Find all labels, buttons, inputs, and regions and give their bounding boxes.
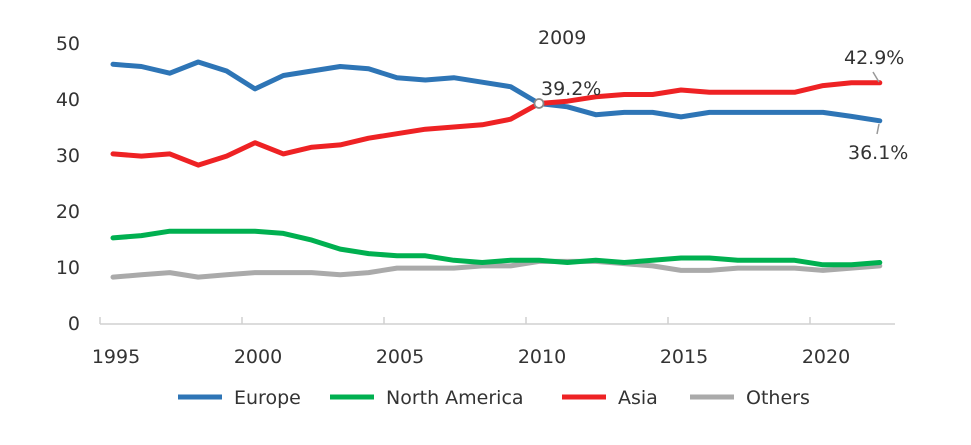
annotation-crossover-value: 39.2% bbox=[541, 78, 601, 100]
y-tick-label: 30 bbox=[56, 145, 80, 167]
series-line-others bbox=[110, 258, 883, 280]
x-tick-label: 1995 bbox=[92, 346, 140, 368]
leader-line-europe bbox=[876, 123, 880, 135]
leader-line-asia bbox=[872, 71, 880, 83]
series-line-north-america bbox=[110, 228, 883, 268]
x-tick-label: 2015 bbox=[660, 346, 708, 368]
legend-item-others: Others bbox=[690, 387, 810, 409]
x-tick-label: 2010 bbox=[518, 346, 566, 368]
legend-label: North America bbox=[386, 387, 524, 409]
legend-item-europe: Europe bbox=[178, 387, 301, 409]
series-line-europe bbox=[110, 59, 883, 124]
x-tick-label: 2005 bbox=[376, 346, 424, 368]
legend-label: Asia bbox=[618, 387, 658, 409]
legend-label: Europe bbox=[234, 387, 301, 409]
y-tick-label: 10 bbox=[56, 257, 80, 279]
x-tick-label: 2020 bbox=[802, 346, 850, 368]
x-tick-label: 2000 bbox=[234, 346, 282, 368]
y-tick-label: 50 bbox=[56, 33, 80, 55]
y-tick-label: 0 bbox=[68, 313, 80, 335]
annotation-europe-end: 36.1% bbox=[848, 142, 908, 164]
annotation-crossover-year: 2009 bbox=[538, 27, 586, 49]
annotation-asia-end: 42.9% bbox=[844, 47, 904, 69]
y-tick-label: 20 bbox=[56, 201, 80, 223]
y-tick-label: 40 bbox=[56, 89, 80, 111]
legend-label: Others bbox=[746, 387, 810, 409]
legend-item-asia: Asia bbox=[562, 387, 658, 409]
legend-item-north-america: North America bbox=[330, 387, 524, 409]
crossover-marker bbox=[533, 98, 545, 109]
series-line-asia bbox=[110, 80, 883, 168]
